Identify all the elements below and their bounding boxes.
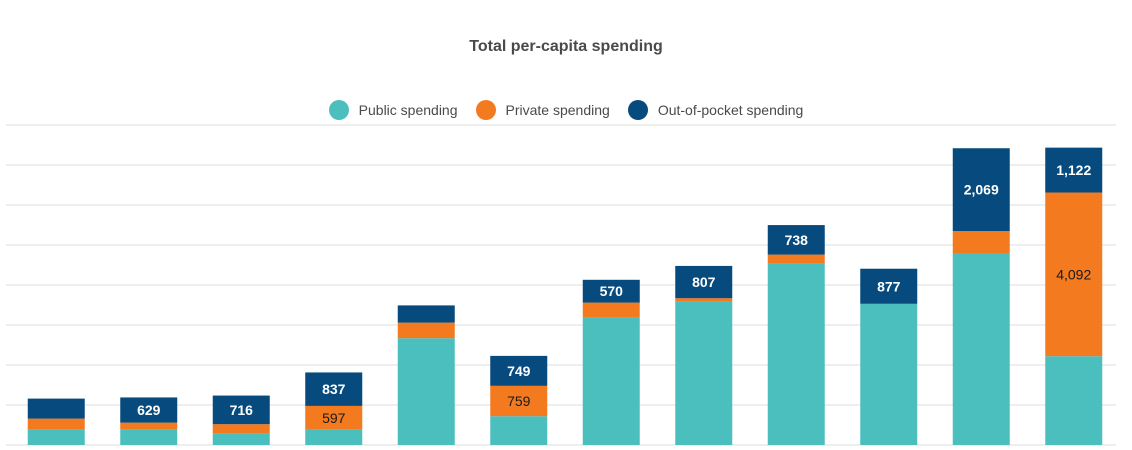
bar-segment (582, 317, 640, 445)
data-label: 759 (507, 393, 531, 409)
legend-item-private[interactable]: Private spending (475, 100, 610, 120)
bar-segment (767, 263, 825, 445)
bar-segment (1045, 356, 1103, 445)
bar-segment (397, 338, 455, 445)
data-label: 2,069 (964, 182, 999, 198)
bar-segment (490, 355, 548, 386)
bar-segment (860, 303, 918, 445)
chart-legend: Public spending Private spending Out-of-… (0, 100, 1132, 120)
bar-segment (582, 279, 640, 303)
bar-segment (305, 405, 363, 430)
bar-segment (212, 424, 270, 434)
legend-item-public[interactable]: Public spending (328, 100, 458, 120)
bar-segment (952, 231, 1010, 253)
bar-segment (27, 418, 85, 430)
chart-title: Total per-capita spending (469, 38, 663, 55)
bar-segment (305, 372, 363, 406)
bar-segment (212, 433, 270, 445)
legend-swatch-public (328, 100, 349, 120)
legend-label-private: Private spending (505, 102, 610, 118)
bar-segment (675, 301, 733, 445)
legend-label-out-of-pocket: Out-of-pocket spending (657, 102, 804, 118)
bar-segment (397, 305, 455, 323)
bar-segment (490, 416, 548, 445)
bar-segment (397, 322, 455, 339)
legend-item-out-of-pocket[interactable]: Out-of-pocket spending (627, 100, 804, 120)
bar-segment (305, 429, 363, 445)
data-label: 807 (692, 274, 716, 290)
data-label: 837 (322, 381, 346, 397)
data-label: 716 (230, 402, 254, 418)
legend-swatch-out-of-pocket (627, 100, 648, 120)
bar-segment (27, 398, 85, 419)
bar-segment (952, 253, 1010, 445)
bar-segment (952, 148, 1010, 231)
bar-segment (1045, 147, 1103, 193)
bar-segment (490, 385, 548, 417)
legend-label-public: Public spending (358, 102, 458, 118)
bar-segment (675, 265, 733, 299)
data-label: 4,092 (1056, 266, 1091, 282)
data-label: 877 (877, 278, 901, 294)
bar-segment (120, 422, 178, 430)
data-label: 749 (507, 363, 531, 379)
bar-segment (582, 302, 640, 318)
bar-segment (1045, 192, 1103, 357)
data-label: 597 (322, 410, 346, 426)
data-label: 738 (785, 232, 809, 248)
bar-segment (212, 395, 270, 425)
data-label: 629 (137, 402, 161, 418)
bar-segment (767, 225, 825, 255)
data-label: 570 (600, 283, 624, 299)
bar-segment (860, 268, 918, 304)
data-label: 1,122 (1056, 162, 1091, 178)
bar-segment (767, 254, 825, 264)
bar-segment (675, 298, 733, 302)
bar-segment (27, 429, 85, 445)
bar-segment (120, 429, 178, 445)
bar-segment (120, 397, 178, 423)
legend-swatch-private (475, 100, 496, 120)
